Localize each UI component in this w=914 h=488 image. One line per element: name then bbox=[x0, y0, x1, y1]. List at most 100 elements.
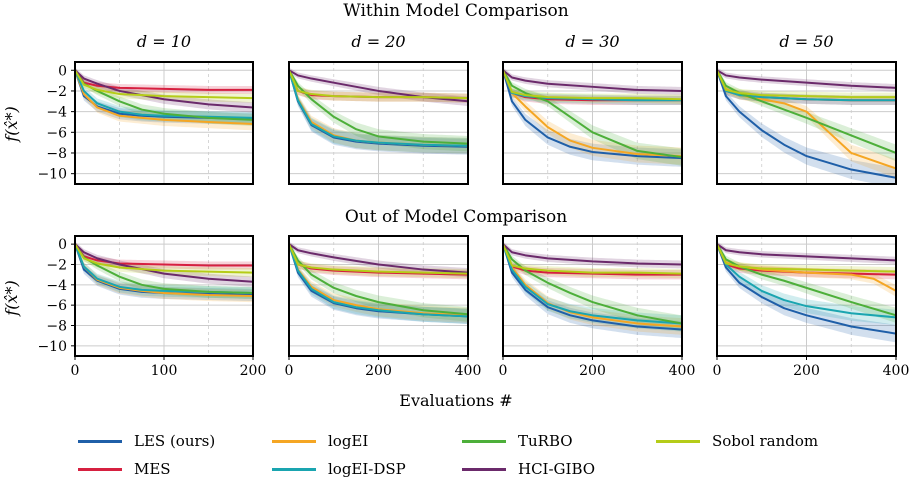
y-axis-label-row-2: f(x̂*) bbox=[2, 280, 21, 316]
legend-label: HCI-GIBO bbox=[518, 460, 596, 478]
legend-swatch bbox=[656, 439, 700, 443]
series-line bbox=[503, 243, 682, 325]
series-line bbox=[717, 69, 896, 179]
y-tick-label: 0 bbox=[58, 237, 67, 253]
row-title-within: Within Model Comparison bbox=[343, 1, 569, 21]
series-line bbox=[75, 69, 253, 109]
legend-item-les: LES (ours) bbox=[78, 429, 215, 453]
legend-label: logEI-DSP bbox=[328, 460, 406, 478]
y-axis-label-row-1: f(x̂*) bbox=[2, 106, 21, 142]
series-group bbox=[75, 241, 253, 303]
legend-label: LES (ours) bbox=[134, 432, 216, 450]
series-band bbox=[717, 241, 896, 277]
legend-swatch bbox=[78, 439, 122, 443]
panel: 0 200 400 bbox=[499, 235, 696, 379]
series-group bbox=[717, 67, 896, 184]
panel-frame bbox=[716, 61, 897, 185]
series-line bbox=[503, 243, 682, 325]
x-axis-label: Evaluations # bbox=[399, 391, 512, 410]
series-line bbox=[503, 243, 682, 266]
y-tick-label: −8 bbox=[46, 146, 67, 162]
panel: 0 200 400 bbox=[713, 235, 910, 379]
series-band bbox=[503, 67, 682, 105]
series-band bbox=[503, 67, 682, 105]
series-line bbox=[289, 69, 468, 147]
series-line bbox=[75, 69, 253, 100]
legend-label: logEI bbox=[328, 432, 369, 450]
y-tick-label: −2 bbox=[46, 257, 67, 273]
series-group bbox=[503, 241, 682, 339]
x-tick-label: 200 bbox=[240, 363, 267, 379]
series-group bbox=[289, 67, 468, 155]
legend-swatch bbox=[462, 439, 506, 443]
x-tick-label: 200 bbox=[579, 363, 606, 379]
legend-swatch bbox=[272, 439, 316, 443]
legend-item-logei: logEI bbox=[272, 429, 368, 453]
series-line bbox=[289, 243, 468, 316]
series-band bbox=[717, 67, 896, 102]
series-band bbox=[717, 67, 896, 184]
legend-swatch bbox=[272, 467, 316, 471]
x-tick-label: 0 bbox=[499, 363, 508, 379]
series-band bbox=[75, 67, 253, 124]
y-tick-label: −4 bbox=[46, 105, 67, 121]
series-line bbox=[75, 69, 253, 126]
series-line bbox=[717, 243, 896, 262]
x-tick-label: 400 bbox=[883, 363, 910, 379]
panels-group: d = 10 0 −2 −4 −6 −8 −10 d = 20 d = 30 d = 50 0 −2 −… bbox=[37, 32, 909, 379]
panel: d = 30 bbox=[502, 32, 683, 185]
series-line bbox=[289, 69, 468, 145]
series-band bbox=[289, 241, 468, 278]
series-band bbox=[289, 67, 468, 103]
y-tick-label: −4 bbox=[46, 278, 67, 294]
subplot-title: d = 10 bbox=[137, 32, 191, 51]
panel: d = 10 0 −2 −4 −6 −8 −10 bbox=[37, 32, 254, 185]
x-tick-label: 200 bbox=[365, 363, 392, 379]
series-line bbox=[717, 69, 896, 154]
series-group bbox=[289, 241, 468, 324]
series-line bbox=[503, 69, 682, 102]
x-tick-label: 0 bbox=[713, 363, 722, 379]
series-line bbox=[717, 69, 896, 89]
series-line bbox=[503, 69, 682, 159]
x-tick-label: 100 bbox=[151, 363, 178, 379]
x-tick-label: 0 bbox=[71, 363, 80, 379]
series-line bbox=[503, 69, 682, 160]
series-line bbox=[717, 243, 896, 317]
x-tick-label: 400 bbox=[669, 363, 696, 379]
legend: LES (ours) MES logEI logEI-DSP TuRBO HCI… bbox=[0, 425, 914, 485]
series-band bbox=[503, 67, 682, 167]
legend-label: Sobol random bbox=[712, 432, 819, 450]
y-tick-label: −10 bbox=[37, 339, 67, 355]
panel-frame bbox=[502, 61, 683, 185]
series-line bbox=[717, 243, 896, 335]
y-tick-label: −6 bbox=[46, 125, 67, 141]
series-band bbox=[503, 67, 682, 104]
x-tick-label: 200 bbox=[793, 363, 820, 379]
series-line bbox=[289, 69, 468, 100]
y-tick-label: −6 bbox=[46, 298, 67, 314]
series-group bbox=[503, 67, 682, 167]
series-band bbox=[503, 241, 682, 279]
x-tick-label: 0 bbox=[285, 363, 294, 379]
y-tick-label: −8 bbox=[46, 318, 67, 334]
series-group bbox=[75, 67, 253, 131]
series-band bbox=[289, 67, 468, 154]
row-title-out: Out of Model Comparison bbox=[345, 207, 567, 227]
series-line bbox=[717, 243, 896, 319]
panel: d = 50 bbox=[716, 32, 897, 185]
y-tick-label: −2 bbox=[46, 84, 67, 100]
x-tick-label: 400 bbox=[455, 363, 482, 379]
series-band bbox=[289, 67, 468, 154]
series-line bbox=[289, 243, 468, 318]
subplot-title: d = 20 bbox=[351, 32, 405, 51]
series-band bbox=[503, 241, 682, 339]
series-line bbox=[75, 243, 253, 274]
y-tick-label: −10 bbox=[37, 167, 67, 183]
y-tick-label: 0 bbox=[58, 63, 67, 79]
subplot-title: d = 50 bbox=[779, 32, 833, 51]
series-line bbox=[503, 243, 682, 275]
legend-item-logei-dsp: logEI-DSP bbox=[272, 457, 406, 481]
legend-label: TuRBO bbox=[518, 432, 573, 450]
legend-label: MES bbox=[134, 460, 171, 478]
